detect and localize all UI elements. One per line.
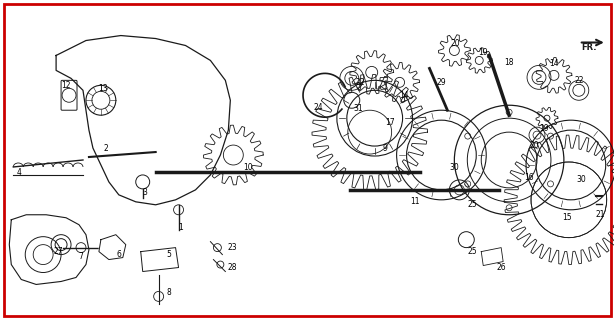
- Text: 16: 16: [524, 173, 534, 182]
- Text: 26: 26: [496, 263, 506, 272]
- Text: 22: 22: [574, 76, 584, 85]
- Text: 15: 15: [562, 213, 572, 222]
- Text: 5: 5: [166, 250, 171, 259]
- Text: 20: 20: [451, 39, 460, 48]
- Text: 27: 27: [54, 247, 63, 256]
- Text: 8: 8: [166, 288, 171, 297]
- Text: 28: 28: [228, 263, 237, 272]
- Text: 17: 17: [385, 118, 394, 127]
- Text: 30: 30: [576, 175, 585, 184]
- Text: 20: 20: [529, 140, 539, 149]
- Text: 23: 23: [228, 243, 237, 252]
- FancyBboxPatch shape: [61, 80, 77, 110]
- Text: 22: 22: [355, 78, 365, 87]
- Text: 19: 19: [478, 48, 488, 57]
- Text: 12: 12: [62, 81, 71, 90]
- Text: 14: 14: [549, 59, 559, 68]
- Text: 6: 6: [116, 250, 121, 259]
- Text: 29: 29: [437, 78, 446, 87]
- Polygon shape: [99, 235, 126, 260]
- Text: 4: 4: [17, 168, 22, 178]
- Text: 9: 9: [383, 144, 387, 153]
- Text: 1: 1: [178, 223, 183, 232]
- Text: 7: 7: [79, 252, 84, 261]
- Text: 19: 19: [539, 124, 549, 132]
- Text: 10: 10: [244, 164, 253, 172]
- Text: 18: 18: [504, 58, 514, 67]
- Text: 25: 25: [467, 247, 477, 256]
- Text: 30: 30: [450, 164, 459, 172]
- Text: 31: 31: [353, 104, 363, 113]
- Text: FR.: FR.: [581, 43, 597, 52]
- Text: 14: 14: [399, 91, 408, 100]
- Text: 13: 13: [98, 84, 108, 93]
- Text: 2: 2: [103, 144, 108, 153]
- Text: 3: 3: [142, 188, 147, 197]
- Text: 11: 11: [410, 197, 419, 206]
- Text: 21: 21: [596, 210, 606, 219]
- Text: 24: 24: [313, 103, 323, 112]
- Polygon shape: [141, 248, 178, 271]
- Text: 25: 25: [467, 200, 477, 209]
